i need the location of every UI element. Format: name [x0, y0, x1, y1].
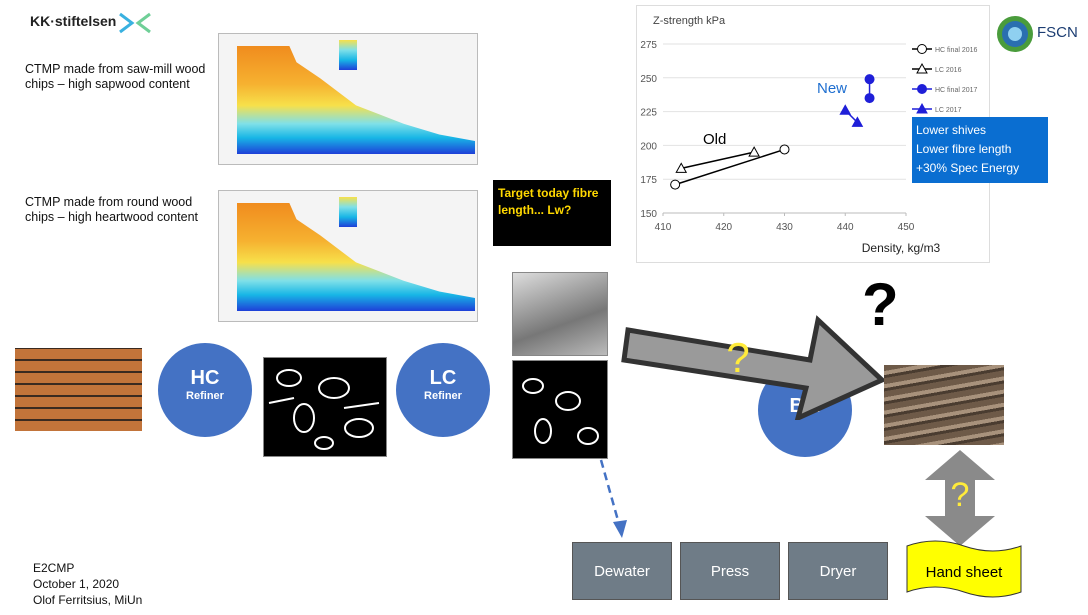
fibre-image — [263, 357, 387, 457]
y-tick-label: 175 — [640, 175, 657, 186]
legend-marker — [917, 44, 927, 54]
target-box: Target today fibre length... Lw? — [493, 180, 611, 246]
logo-right-icon — [997, 16, 1033, 52]
logo-right: FSCN — [1037, 24, 1078, 41]
legend-marker — [916, 102, 928, 114]
label: LC — [429, 367, 457, 389]
footer-line: October 1, 2020 — [33, 577, 120, 591]
y-tick-label: 150 — [640, 209, 657, 220]
label: HC — [190, 367, 220, 389]
wood-chips-image — [15, 348, 142, 431]
fibre-image — [512, 360, 608, 459]
footer-line: Olof Ferritsius, MiUn — [33, 593, 143, 607]
legend-label: HC final 2017 — [935, 87, 978, 94]
double-arrow: ? — [925, 450, 995, 546]
question: ? — [726, 334, 749, 381]
fibre-drawing — [522, 378, 599, 445]
point — [864, 93, 875, 104]
series-line — [674, 148, 785, 186]
description: CTMP made from saw-mill wood chips – hig… — [25, 62, 206, 91]
paper-image — [884, 365, 1004, 445]
lc-refiner: LC Refiner — [396, 343, 490, 437]
point — [675, 162, 688, 173]
y-tick-label: 200 — [640, 141, 657, 152]
footer: E2CMP October 1, 2020 Olof Ferritsius, M… — [33, 560, 142, 608]
label: Refiner — [424, 390, 462, 402]
annotation: New — [817, 80, 847, 97]
note-line: +30% Spec Energy — [916, 161, 1020, 175]
step: Dewater — [572, 542, 672, 600]
label: Refiner — [186, 390, 224, 402]
note-line: Lower shives — [916, 123, 987, 137]
big-arrow: ? — [621, 315, 887, 420]
x-axis-title: Density, kg/m3 — [862, 241, 941, 255]
legend-label: LC 2017 — [935, 107, 962, 114]
point — [670, 179, 681, 190]
y-tick-label: 250 — [640, 74, 657, 85]
step: Hand sheet — [926, 564, 1004, 581]
point — [839, 104, 852, 115]
point — [851, 116, 864, 127]
footer-line: E2CMP — [33, 561, 75, 575]
hand-sheet-shape: Hand sheet — [906, 540, 1022, 598]
logo-arrows — [119, 12, 151, 34]
chart-title: Z-strength kPa — [653, 15, 726, 27]
fibre-photo — [512, 272, 608, 356]
question: ? — [862, 271, 899, 338]
fibre-table-image — [218, 33, 478, 165]
y-tick-label: 275 — [640, 40, 657, 51]
legend-label: LC 2016 — [935, 67, 962, 74]
y-tick-label: 225 — [640, 108, 657, 119]
annotation: Old — [703, 131, 726, 148]
point — [864, 74, 875, 85]
x-tick-label: 450 — [898, 222, 915, 233]
point — [748, 146, 760, 157]
step: Dryer — [788, 542, 888, 600]
x-tick-label: 420 — [715, 222, 732, 233]
legend-marker — [917, 84, 927, 94]
legend-marker — [916, 62, 928, 74]
description: CTMP made from round wood chips – high h… — [25, 195, 199, 224]
x-tick-label: 430 — [776, 222, 793, 233]
dashed-arrow — [599, 459, 627, 538]
legend-label: HC final 2016 — [935, 47, 978, 54]
note-line: Lower fibre length — [916, 142, 1012, 156]
fibre-drawing — [268, 369, 380, 450]
series-line — [681, 151, 755, 170]
logo-left: KK·stiftelsen — [30, 13, 117, 29]
fibre-table-image — [218, 190, 478, 322]
note-box: Lower shives Lower fibre length +30% Spe… — [912, 117, 1048, 183]
x-tick-label: 440 — [837, 222, 854, 233]
chart: Z-strength kPa 150 175 200 225 250 275 410 420 43… — [640, 15, 978, 255]
chart-panel: Z-strength kPa 150 175 200 225 250 275 410 420 43… — [636, 5, 990, 263]
step: Press — [680, 542, 780, 600]
point — [779, 144, 790, 155]
hc-refiner: HC Refiner — [158, 343, 252, 437]
question: ? — [951, 476, 970, 514]
x-tick-label: 410 — [655, 222, 672, 233]
